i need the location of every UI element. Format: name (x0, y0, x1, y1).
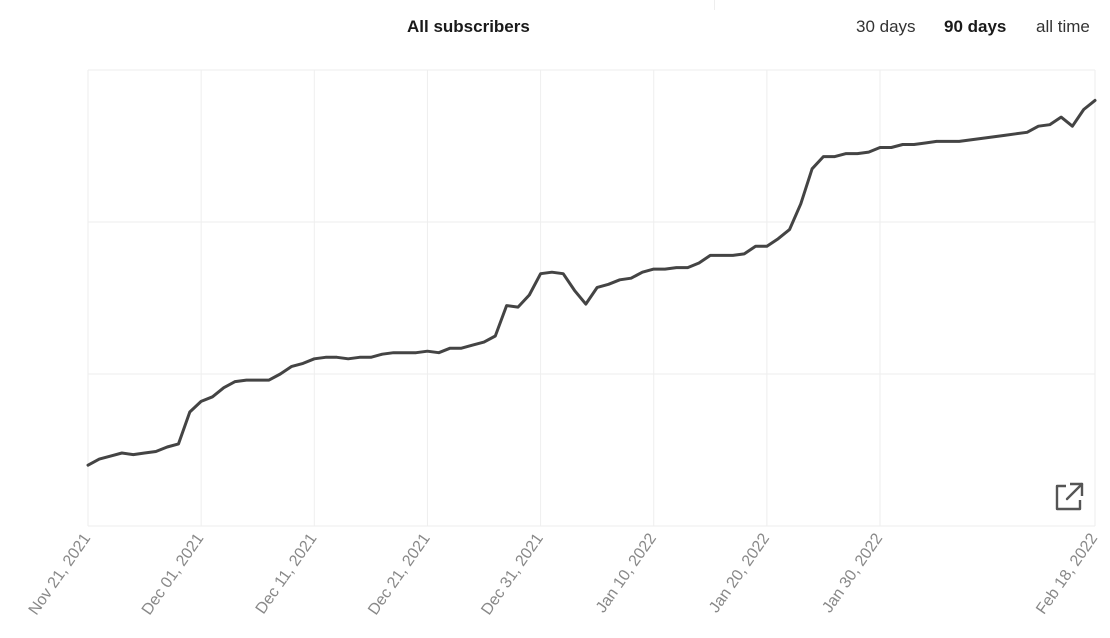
x-tick-label: Jan 20, 2022 (706, 530, 773, 616)
chart-title: All subscribers (407, 17, 530, 36)
top-divider (714, 0, 715, 10)
x-tick-label: Dec 21, 2021 (365, 530, 434, 618)
x-axis-ticks: Nov 21, 2021 Dec 01, 2021 Dec 11, 2021 Dec … (26, 530, 1102, 618)
range-90-days[interactable]: 90 days (944, 17, 1007, 36)
x-tick-label: Dec 11, 2021 (253, 530, 321, 617)
chart-grid (87, 69, 1096, 527)
x-tick-label: Nov 21, 2021 (26, 530, 95, 618)
range-all-time[interactable]: all time (1036, 17, 1090, 36)
x-tick-label: Dec 31, 2021 (478, 530, 547, 618)
x-tick-label: Feb 18, 2022 (1033, 530, 1101, 617)
series-line (86, 98, 1097, 467)
chart-lines (86, 98, 1097, 467)
range-30-days[interactable]: 30 days (856, 17, 916, 36)
x-tick-label: Dec 01, 2021 (139, 530, 208, 618)
external-link-icon[interactable] (1052, 480, 1086, 514)
x-tick-label: Jan 10, 2022 (593, 530, 660, 616)
x-tick-label: Jan 30, 2022 (819, 530, 886, 616)
